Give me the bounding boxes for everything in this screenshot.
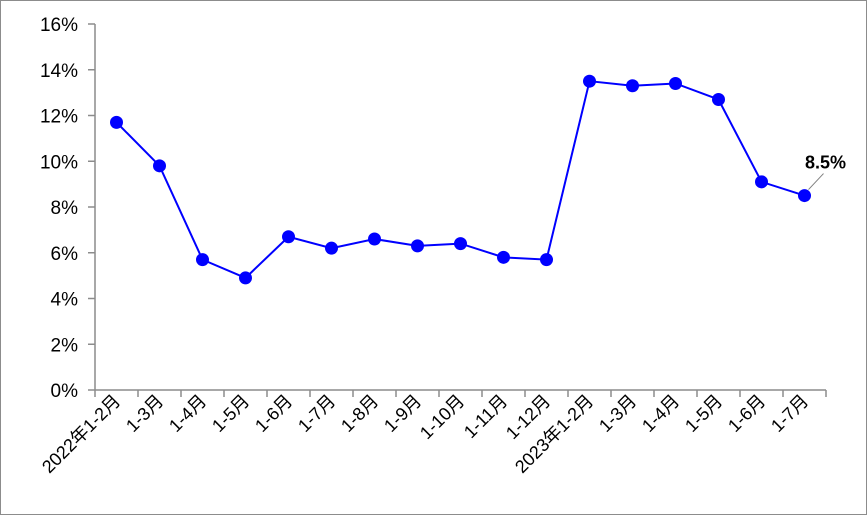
y-tick-label: 0%	[51, 381, 79, 402]
data-point	[239, 271, 252, 285]
x-tick-label: 1-6月	[724, 391, 769, 436]
x-tick-label: 1-3月	[595, 391, 640, 436]
data-point	[325, 241, 338, 255]
x-tick-label: 1-5月	[208, 391, 253, 436]
data-point-group	[110, 74, 811, 285]
x-tick-label: 1-3月	[122, 391, 167, 436]
annotation-leader-line	[808, 173, 824, 190]
data-point	[368, 232, 381, 246]
x-tick-label: 1-5月	[681, 391, 726, 436]
x-tick-label: 1-11月	[460, 391, 511, 442]
data-point	[497, 250, 510, 264]
data-point	[411, 239, 424, 253]
x-tick-group: 2022年1-2月1-3月1-4月1-5月1-6月1-7月1-8月1-9月1-1…	[38, 390, 827, 477]
y-tick-label: 2%	[51, 335, 79, 356]
x-tick-label: 1-6月	[251, 391, 296, 436]
data-point	[626, 79, 639, 93]
y-tick-group: 0% 2% 4% 6% 8% 10% 12% 14% 16%	[40, 15, 95, 402]
y-tick-label: 10%	[40, 152, 78, 173]
y-tick-label: 6%	[51, 244, 79, 265]
annotation-group: 8.5%	[805, 153, 846, 190]
data-point	[540, 253, 553, 267]
y-tick-label: 4%	[51, 290, 79, 311]
data-point	[669, 76, 682, 90]
y-tick-label: 8%	[51, 198, 79, 219]
x-tick-label: 1-4月	[165, 391, 210, 436]
x-tick-label: 1-7月	[294, 391, 339, 436]
data-point	[454, 237, 467, 251]
x-tick-label: 1-4月	[638, 391, 683, 436]
data-point	[712, 92, 725, 106]
data-point	[798, 189, 811, 203]
y-tick-label: 16%	[40, 15, 78, 36]
x-tick-label: 1-10月	[416, 391, 468, 443]
data-point	[196, 253, 209, 267]
y-tick-label: 14%	[40, 61, 78, 82]
data-point	[755, 175, 768, 189]
x-tick-label: 1-8月	[337, 391, 382, 436]
data-point	[153, 159, 166, 173]
x-tick-label: 1-7月	[767, 391, 812, 436]
data-point	[583, 74, 596, 88]
x-tick-label: 2022年1-2月	[38, 391, 124, 477]
data-point	[110, 115, 123, 129]
axes	[94, 24, 826, 391]
annotation-label: 8.5%	[805, 153, 846, 173]
y-tick-label: 12%	[40, 107, 78, 128]
data-point	[282, 230, 295, 244]
